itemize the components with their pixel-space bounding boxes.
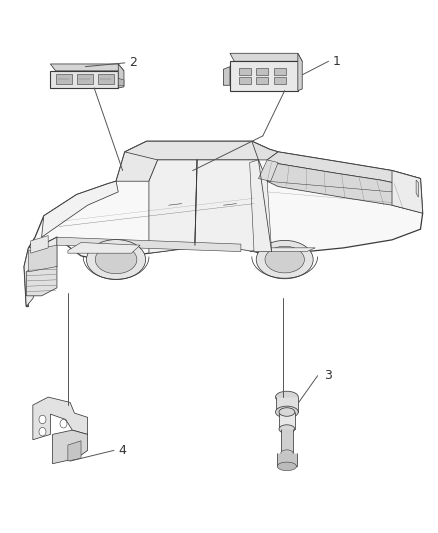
Polygon shape [267, 152, 420, 187]
Polygon shape [281, 429, 293, 453]
Ellipse shape [279, 425, 295, 433]
Circle shape [39, 427, 46, 436]
Polygon shape [230, 61, 298, 91]
Ellipse shape [95, 245, 137, 274]
FancyBboxPatch shape [274, 77, 286, 84]
FancyBboxPatch shape [256, 68, 268, 75]
Polygon shape [250, 248, 315, 252]
Polygon shape [230, 53, 302, 61]
Polygon shape [258, 160, 278, 181]
Circle shape [60, 419, 67, 428]
Polygon shape [68, 441, 81, 461]
FancyBboxPatch shape [56, 74, 72, 84]
Polygon shape [250, 160, 272, 252]
FancyBboxPatch shape [239, 68, 251, 75]
Polygon shape [267, 163, 423, 213]
FancyBboxPatch shape [77, 74, 93, 84]
Polygon shape [223, 67, 230, 85]
Ellipse shape [276, 406, 298, 418]
Polygon shape [24, 237, 57, 306]
Circle shape [39, 415, 46, 424]
Polygon shape [28, 245, 57, 272]
Polygon shape [276, 397, 298, 412]
Text: 4: 4 [118, 444, 126, 457]
Ellipse shape [87, 239, 145, 279]
Ellipse shape [276, 391, 298, 403]
Ellipse shape [279, 408, 295, 416]
Polygon shape [42, 181, 118, 237]
Polygon shape [125, 141, 269, 160]
Polygon shape [50, 71, 118, 88]
Polygon shape [26, 264, 57, 296]
Polygon shape [416, 180, 418, 197]
Polygon shape [24, 141, 423, 306]
Polygon shape [277, 453, 297, 466]
FancyBboxPatch shape [239, 77, 251, 84]
Polygon shape [195, 160, 267, 252]
Polygon shape [57, 237, 241, 252]
FancyBboxPatch shape [256, 77, 268, 84]
Text: 1: 1 [333, 55, 341, 68]
Ellipse shape [277, 462, 297, 471]
Polygon shape [392, 171, 423, 213]
FancyBboxPatch shape [98, 74, 114, 84]
Polygon shape [252, 141, 278, 160]
Ellipse shape [265, 246, 304, 273]
Polygon shape [68, 243, 140, 253]
Text: 3: 3 [324, 369, 332, 382]
Ellipse shape [281, 450, 293, 456]
Polygon shape [33, 397, 88, 440]
Polygon shape [31, 236, 48, 253]
Polygon shape [149, 160, 197, 253]
Polygon shape [118, 64, 124, 88]
Polygon shape [116, 141, 158, 181]
Ellipse shape [256, 240, 313, 279]
FancyBboxPatch shape [274, 68, 286, 75]
Polygon shape [279, 412, 295, 429]
Polygon shape [50, 64, 124, 71]
Text: 2: 2 [129, 56, 137, 69]
Polygon shape [298, 53, 302, 91]
Polygon shape [53, 430, 88, 464]
Polygon shape [118, 78, 124, 86]
